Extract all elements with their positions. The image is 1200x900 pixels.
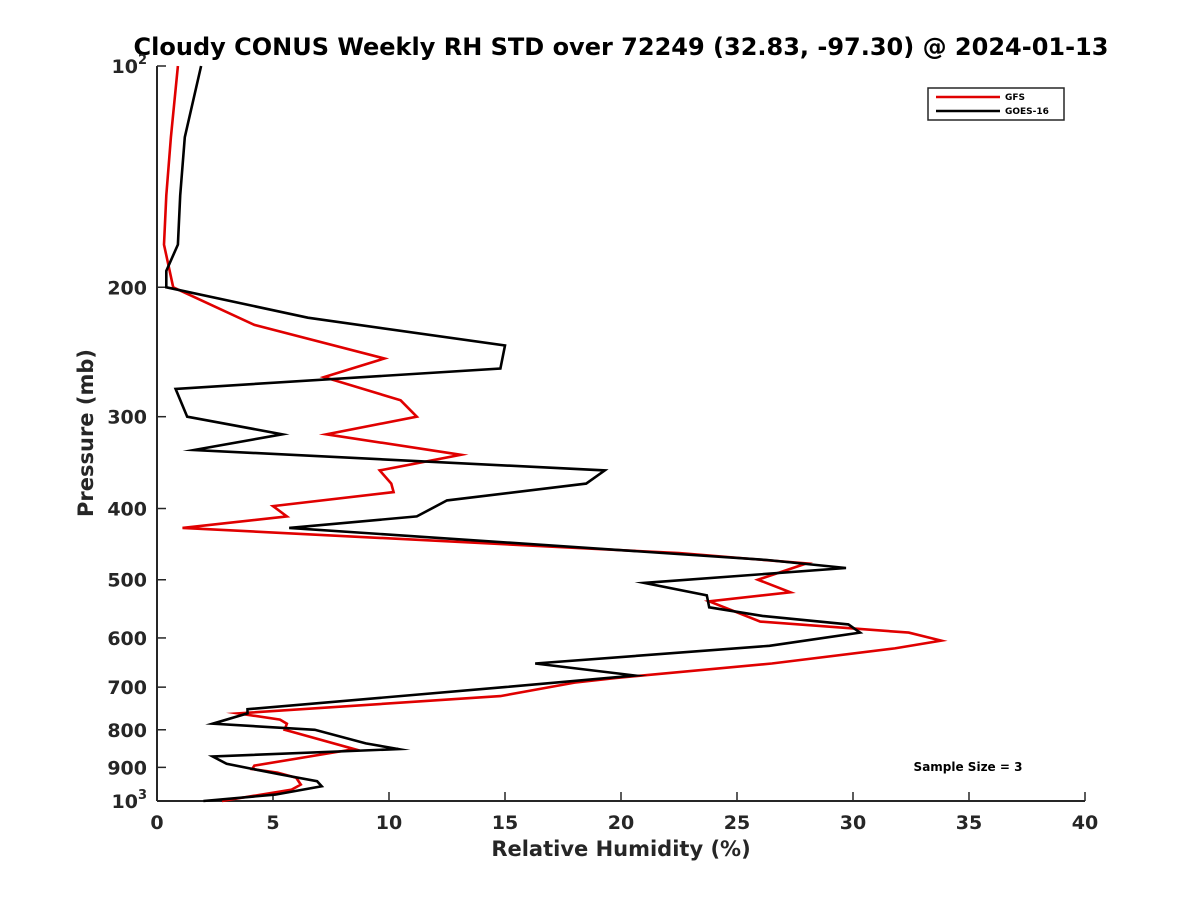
y-tick-label: 800 bbox=[107, 720, 147, 742]
x-tick-label: 15 bbox=[492, 812, 518, 834]
series-line-gfs bbox=[162, 65, 948, 803]
y-tick-label: 700 bbox=[107, 677, 147, 699]
y-tick-label: 300 bbox=[107, 407, 147, 429]
x-tick-label: 10 bbox=[376, 812, 402, 834]
legend-label: GFS bbox=[1005, 93, 1025, 103]
legend-label: GOES-16 bbox=[1005, 107, 1049, 117]
x-axis-label: Relative Humidity (%) bbox=[491, 837, 750, 861]
legend: GFS GOES-16 bbox=[927, 87, 1065, 121]
y-axis-label: Pressure (mb) bbox=[74, 349, 98, 517]
series bbox=[162, 65, 948, 803]
x-tick-label: 5 bbox=[266, 812, 279, 834]
y-tick-label: 102 bbox=[112, 53, 148, 78]
y-tick-label: 200 bbox=[107, 277, 147, 299]
sample-size-annotation: Sample Size = 3 bbox=[914, 760, 1023, 774]
series-line-goes-16 bbox=[165, 65, 864, 803]
chart-title: Cloudy CONUS Weekly RH STD over 72249 (3… bbox=[134, 33, 1109, 61]
x-tick-label: 20 bbox=[608, 812, 634, 834]
x-tick-label: 40 bbox=[1072, 812, 1098, 834]
legend-box bbox=[927, 87, 1065, 121]
y-tick-label: 600 bbox=[107, 628, 147, 650]
x-tick-label: 25 bbox=[724, 812, 750, 834]
y-tick-label: 900 bbox=[107, 757, 147, 779]
x-tick-label: 35 bbox=[956, 812, 982, 834]
y-tick-label: 400 bbox=[107, 499, 147, 521]
ticks: 0 5 10 15 20 25 30 35 40 102 200 300 400 500 600 700 800… bbox=[107, 53, 1098, 834]
x-tick-label: 0 bbox=[150, 812, 163, 834]
x-tick-label: 30 bbox=[840, 812, 866, 834]
y-tick-label: 500 bbox=[107, 570, 147, 592]
y-tick-label: 103 bbox=[112, 788, 148, 813]
